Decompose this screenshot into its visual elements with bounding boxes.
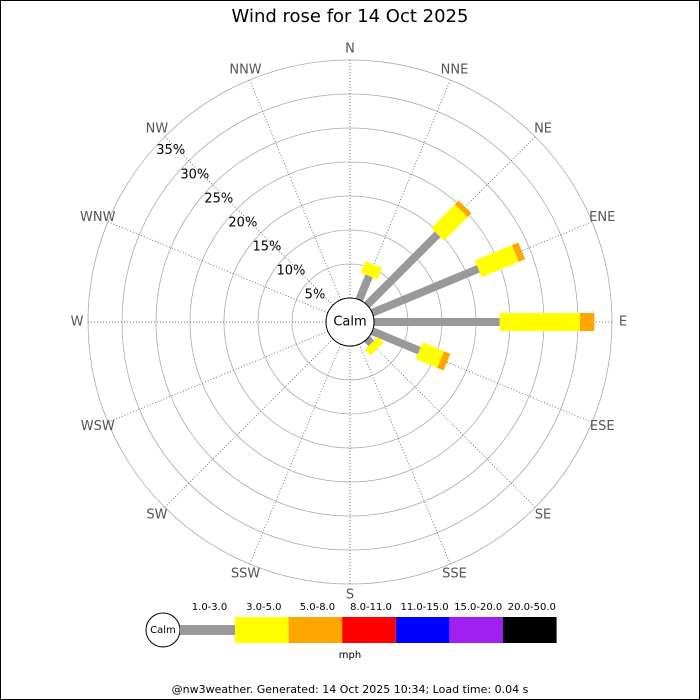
wind-bar bbox=[370, 327, 421, 355]
spoke bbox=[249, 79, 342, 301]
wind-bar bbox=[454, 200, 472, 218]
ring-label: 30% bbox=[180, 167, 209, 182]
direction-label: ESE bbox=[590, 419, 615, 434]
direction-label: S bbox=[346, 588, 354, 603]
ring-label: 10% bbox=[276, 263, 305, 278]
direction-label: WSW bbox=[81, 419, 115, 434]
direction-label: N bbox=[345, 42, 355, 57]
calm-circle bbox=[325, 297, 375, 347]
wind-bar bbox=[364, 336, 384, 356]
wind-bar bbox=[364, 336, 375, 347]
wind-bar bbox=[437, 351, 451, 371]
spoke bbox=[358, 79, 451, 301]
ring-label: 15% bbox=[252, 239, 281, 254]
wind-bar bbox=[364, 231, 441, 308]
legend-swatch bbox=[503, 617, 557, 643]
direction-label: SE bbox=[535, 508, 551, 523]
legend-calm-label: Calm bbox=[150, 625, 176, 636]
legend-swatch bbox=[395, 617, 450, 643]
ring-label: 35% bbox=[156, 143, 185, 158]
wind-bar bbox=[370, 265, 480, 317]
legend-swatch bbox=[235, 617, 289, 643]
direction-label: WNW bbox=[80, 210, 116, 225]
wind-bar bbox=[499, 313, 581, 331]
wind-bar bbox=[360, 261, 383, 280]
legend-label: 15.0-20.0 bbox=[454, 602, 502, 613]
wind-bar bbox=[580, 313, 595, 331]
direction-label: SSW bbox=[231, 567, 261, 582]
calm-label: Calm bbox=[333, 315, 366, 330]
direction-label: ENE bbox=[589, 210, 615, 225]
legend-label: 20.0-50.0 bbox=[508, 602, 556, 613]
legend-label: 1.0-3.0 bbox=[192, 602, 227, 613]
legend-swatch bbox=[180, 625, 235, 635]
wind-bar bbox=[474, 245, 519, 278]
spoke bbox=[107, 221, 329, 314]
direction-label: W bbox=[71, 315, 84, 330]
wind-bar bbox=[355, 274, 373, 302]
wind-bar bbox=[431, 204, 468, 241]
legend-swatch bbox=[449, 617, 503, 643]
legend-label: 8.0-11.0 bbox=[350, 602, 392, 613]
spoke bbox=[107, 330, 329, 423]
spoke bbox=[164, 136, 334, 306]
spoke bbox=[366, 338, 536, 508]
footer: @nw3weather. Generated: 14 Oct 2025 10:3… bbox=[172, 683, 529, 696]
legend-label: 3.0-5.0 bbox=[246, 602, 281, 613]
legend-label: 5.0-8.0 bbox=[300, 602, 335, 613]
direction-label: NNE bbox=[441, 62, 469, 77]
direction-label: E bbox=[619, 315, 627, 330]
direction-label: NE bbox=[534, 121, 552, 136]
wind-bar bbox=[511, 242, 526, 262]
wind-bar bbox=[374, 318, 500, 326]
ring-label: 5% bbox=[305, 287, 326, 302]
direction-label: NNW bbox=[229, 62, 261, 77]
direction-label: NW bbox=[146, 121, 169, 136]
direction-label: SW bbox=[146, 508, 167, 523]
spoke bbox=[249, 343, 342, 565]
unit-label: mph bbox=[339, 650, 361, 661]
chart-title: Wind rose for 14 Oct 2025 bbox=[232, 6, 469, 27]
wind-bar bbox=[415, 342, 445, 368]
legend-swatch bbox=[288, 617, 343, 643]
ring-label: 25% bbox=[204, 191, 233, 206]
legend-swatch bbox=[342, 617, 396, 643]
legend-label: 11.0-15.0 bbox=[401, 602, 449, 613]
spoke bbox=[164, 338, 334, 508]
ring-label: 20% bbox=[228, 215, 257, 230]
direction-label: SSE bbox=[442, 567, 467, 582]
spoke bbox=[358, 343, 451, 565]
